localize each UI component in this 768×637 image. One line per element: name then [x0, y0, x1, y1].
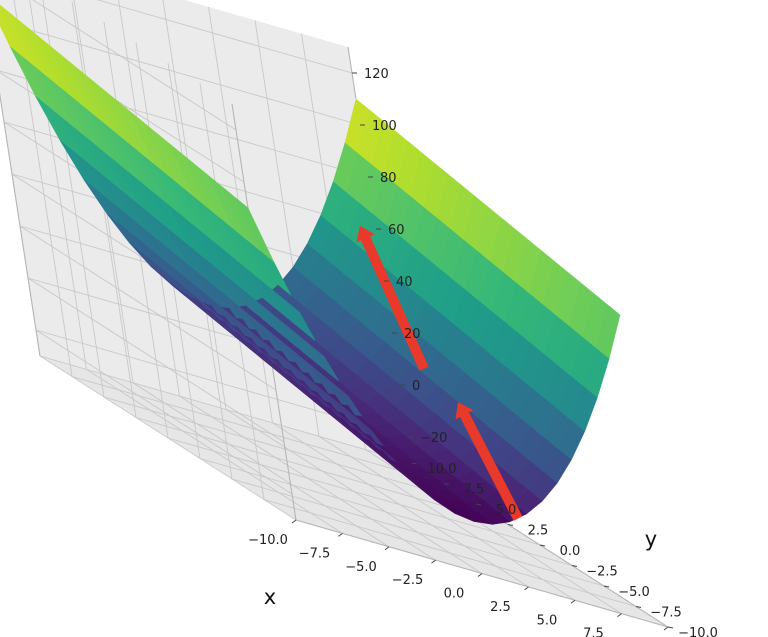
x-tick-mark	[663, 626, 669, 631]
y-tick-mark	[475, 503, 482, 506]
surface-plot	[0, 4, 621, 525]
y-tick-mark	[443, 483, 450, 485]
x-tick-mark	[570, 599, 576, 604]
y-tick-label: −7.5	[650, 606, 682, 621]
y-tick-label: 10.0	[428, 462, 457, 477]
y-tick-label: −2.5	[586, 565, 618, 580]
y-tick-mark	[603, 585, 610, 588]
z-tick-label: −20	[420, 431, 447, 446]
x-tick-label: 5.0	[537, 613, 558, 628]
grid-line-z	[32, 0, 353, 131]
x-tick-mark	[384, 546, 390, 551]
y-tick-label: 2.5	[528, 524, 549, 539]
x-tick-mark	[431, 559, 436, 564]
y-tick-mark	[571, 565, 578, 567]
y-tick-mark	[635, 606, 642, 608]
x-tick-label: 2.5	[490, 600, 511, 615]
arrow-annotations	[356, 225, 523, 521]
x-tick-label: 0.0	[444, 587, 465, 602]
x-tick-mark	[291, 519, 297, 524]
y-tick-mark	[411, 462, 418, 465]
x-tick-mark	[338, 532, 343, 537]
surface-patch	[478, 510, 511, 525]
y-tick-label: 7.5	[464, 483, 485, 498]
y-tick-mark	[539, 544, 546, 547]
z-tick-label: 120	[364, 67, 389, 82]
grid-line-y	[13, 0, 445, 484]
y-tick-labels: −10.0 −7.5−5.0−2.5 0.0 2.5 5.0 7.5 10.0	[411, 462, 718, 637]
x-tick-label: 7.5	[583, 627, 604, 637]
x-tick-label: −2.5	[392, 573, 424, 588]
z-tick-label: 100	[372, 119, 397, 134]
z-tick-label: 80	[380, 171, 397, 186]
z-tick-label: 0	[412, 379, 420, 394]
grid-line-z	[0, 20, 361, 183]
y-tick-label: −10.0	[678, 626, 718, 637]
x-tick-label: −5.0	[345, 560, 377, 575]
z-tick-label: 60	[388, 223, 405, 238]
pane-edge	[0, 92, 41, 357]
gradient-arrow	[356, 225, 429, 371]
x-tick-mark	[617, 613, 622, 618]
y-tick-label: 0.0	[560, 544, 581, 559]
z-tick-labels: −20 0 20 40 60 80 100 120	[352, 67, 447, 446]
z-tick-label: 40	[396, 275, 413, 290]
x-tick-label: −10.0	[248, 533, 288, 548]
x-tick-mark	[524, 586, 529, 591]
x-axis-label: x	[264, 585, 276, 609]
y-tick-label: 5.0	[496, 503, 517, 518]
y-tick-mark	[507, 524, 514, 526]
x-tick-mark	[477, 573, 483, 577]
x-tick-label: −7.5	[299, 546, 331, 561]
x-tick-labels: −10.0−7.5−5.0−2.50.02.55.07.510.0	[248, 519, 669, 637]
y-axis-label: y	[645, 527, 657, 551]
gradient-arrow	[455, 402, 523, 521]
y-tick-label: −5.0	[618, 585, 650, 600]
y-tick-mark	[667, 626, 674, 629]
z-tick-label: 20	[404, 327, 421, 342]
